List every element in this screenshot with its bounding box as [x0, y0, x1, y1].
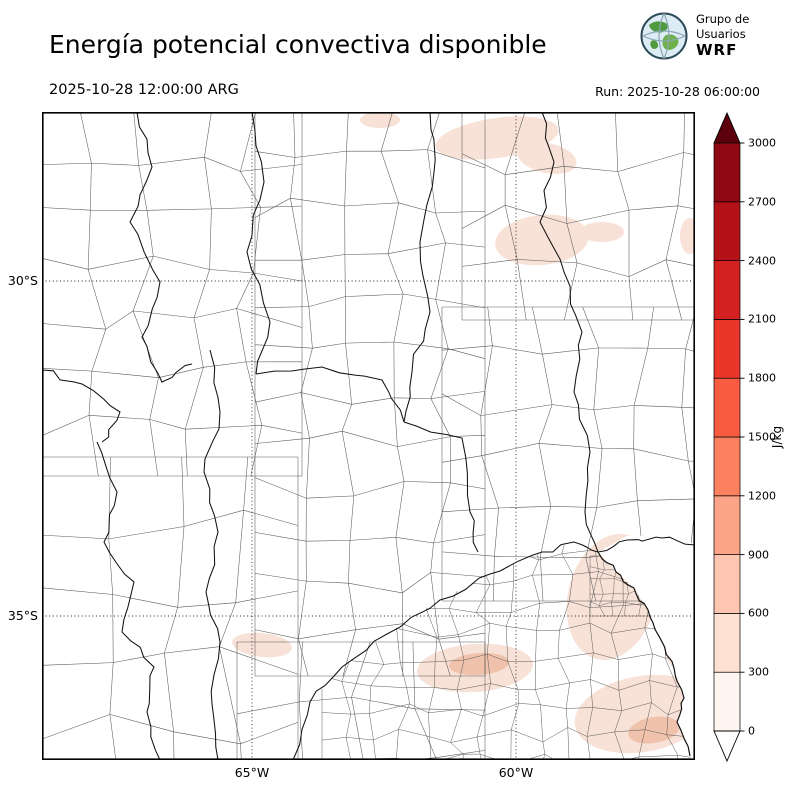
- colorbar-ticks: 0 300 600 900 1200 1500 1800 2100 2400 2700 3000: [748, 112, 788, 762]
- colorbar-segment: [713, 436, 741, 497]
- valid-time-label: 2025-10-28 12:00:00 ARG: [49, 82, 239, 98]
- colorbar-segment: [713, 671, 741, 732]
- colorbar-unit-label: J/kg: [770, 425, 785, 449]
- colorbar-tick-label: 300: [748, 665, 769, 679]
- colorbar-tick-label: 2100: [748, 312, 776, 326]
- colorbar-segment: [713, 495, 741, 555]
- colorbar-tick-label: 2700: [748, 195, 776, 209]
- colorbar: [713, 111, 745, 763]
- run-time-label: Run: 2025-10-28 06:00:00: [595, 84, 760, 99]
- lat-label-35s: 35°S: [7, 608, 38, 623]
- colorbar-segment: [713, 613, 741, 673]
- colorbar-segment: [713, 554, 741, 614]
- wrf-logo: Grupo de Usuarios WRF: [639, 11, 749, 61]
- colorbar-segment: [713, 201, 741, 261]
- colorbar-tick-label: 3000: [748, 136, 776, 150]
- logo-text-usuarios: Usuarios: [696, 26, 746, 41]
- colorbar-tick-label: 2400: [748, 254, 776, 268]
- globe-icon: [640, 12, 688, 60]
- colorbar-tick-label: 0: [748, 724, 755, 738]
- lat-label-30s: 30°S: [7, 273, 38, 288]
- logo-text-grupo: Grupo de: [696, 12, 750, 27]
- lon-label-65w: 65°W: [234, 765, 270, 780]
- colorbar-tick-label: 900: [748, 548, 769, 562]
- map-canvas: [42, 112, 695, 760]
- colorbar-segment: [713, 260, 741, 320]
- colorbar-tick-label: 600: [748, 606, 769, 620]
- lon-label-60w: 60°W: [498, 765, 534, 780]
- colorbar-over-arrow: [713, 111, 741, 144]
- colorbar-segment: [713, 377, 741, 438]
- colorbar-under-arrow: [713, 730, 741, 763]
- colorbar-tick-label: 1500: [748, 430, 776, 444]
- colorbar-segment: [713, 319, 741, 379]
- colorbar-tick-label: 1800: [748, 371, 776, 385]
- colorbar-segment: [713, 142, 741, 203]
- page-title: Energía potencial convectiva disponible: [49, 30, 547, 59]
- logo-text-wrf: WRF: [696, 41, 738, 59]
- colorbar-tick-label: 1200: [748, 489, 776, 503]
